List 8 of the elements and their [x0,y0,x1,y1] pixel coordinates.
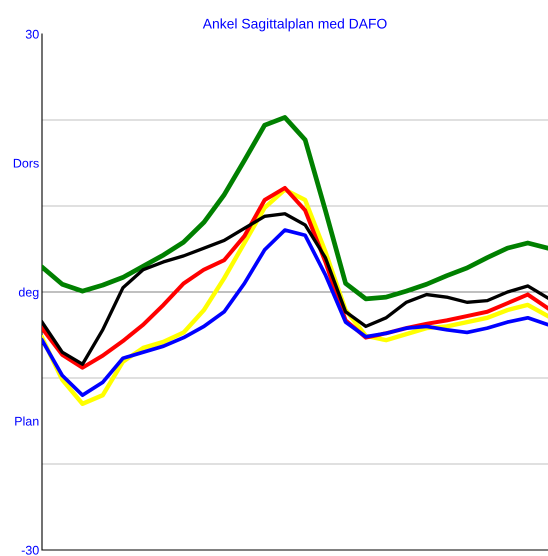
y-tick-label: -30 [22,546,39,555]
line-series [42,115,548,302]
y-tick-label: 30 [26,30,39,39]
y-tick-label: deg [18,287,38,300]
line-series [42,228,548,398]
y-tick-label: Plan [15,416,38,426]
y-tick-label: Dors [14,158,39,168]
chart-title: Ankel Sagittalplan med DAFO [202,18,387,32]
